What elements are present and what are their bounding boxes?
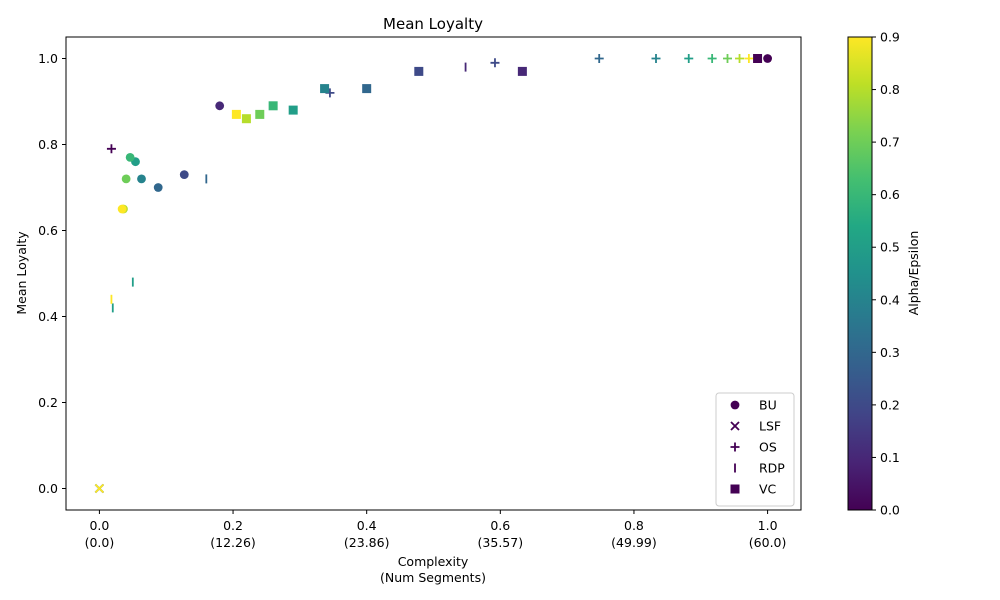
colorbar-tick-label: 0.6 <box>880 187 900 202</box>
x-axis-label: Complexity <box>398 554 469 569</box>
data-point-vc <box>414 66 424 76</box>
data-point-os <box>684 54 694 63</box>
x-axis-label-units: (Num Segments) <box>380 570 486 585</box>
legend-label-lsf: LSF <box>759 419 781 434</box>
data-point-vc <box>268 101 278 111</box>
y-tick-label: 0.2 <box>38 395 58 410</box>
data-point-vc <box>320 84 330 94</box>
data-point-os <box>744 54 754 63</box>
data-point-os <box>106 144 116 154</box>
plot-frame <box>65 36 802 511</box>
legend-frame <box>715 392 795 507</box>
legend-label-rdp: RDP <box>759 461 785 476</box>
legend-marker-bu <box>730 400 740 410</box>
y-tick-label: 0.4 <box>38 309 58 324</box>
data-point-bu <box>215 101 225 111</box>
data-point-vc <box>753 54 763 63</box>
x-tick-label: 0.2 <box>223 518 243 533</box>
data-point-os <box>490 58 500 68</box>
colorbar-tick-label: 0.4 <box>880 292 900 307</box>
plot-area: 0.0 (0.0) 0.2 (12.26) 0.4 (23.86) 0.6 (35.57) 0.… <box>38 36 802 550</box>
data-point-vc <box>241 114 251 124</box>
colorbar: 0.0 0.1 0.2 0.3 0.4 0.5 0.6 0.7 0.8 0.9 <box>847 30 900 518</box>
data-point-lsf <box>94 483 105 494</box>
x-tick-label: 1.0 <box>758 518 778 533</box>
y-tick-label: 0.8 <box>38 137 58 152</box>
data-point-bu <box>137 174 146 184</box>
colorbar-tick-label: 0.1 <box>880 450 900 465</box>
x-tick-sublabel: (60.0) <box>749 535 787 550</box>
x-tick-sublabel: (23.86) <box>344 535 390 550</box>
data-point-vc <box>517 66 527 76</box>
data-point-bu <box>125 153 135 162</box>
colorbar-tick-label: 0.0 <box>880 503 900 518</box>
data-point-bu <box>153 183 163 192</box>
series-os <box>106 54 754 154</box>
data-point-vc <box>362 84 372 94</box>
data-point-bu <box>763 54 772 63</box>
legend-marker-os <box>730 442 740 452</box>
data-point-vc <box>288 105 298 115</box>
y-tick-label: 1.0 <box>38 51 58 66</box>
data-point-vc <box>231 109 241 119</box>
series-bu <box>117 54 772 214</box>
series-vc <box>231 54 763 124</box>
y-axis-label: Mean Loyalty <box>14 231 29 315</box>
data-point-bu <box>179 170 189 180</box>
y-tick-label: 0.6 <box>38 223 58 238</box>
x-tick-label: 0.0 <box>89 518 109 533</box>
data-point-bu <box>117 204 127 214</box>
legend-marker-vc <box>730 484 740 494</box>
legend-label-vc: VC <box>759 482 777 497</box>
x-tick-label: 0.6 <box>490 518 510 533</box>
y-tick-label: 0.0 <box>38 481 58 496</box>
colorbar-tick-label: 0.3 <box>880 345 900 360</box>
legend-label-bu: BU <box>759 398 777 413</box>
data-point-vc <box>255 109 265 119</box>
x-tick-sublabel: (35.57) <box>478 535 524 550</box>
colorbar-label: Alpha/Epsilon <box>906 231 921 316</box>
legend-marker-lsf <box>730 421 740 431</box>
series-lsf <box>94 483 105 494</box>
colorbar-tick-label: 0.2 <box>880 397 900 412</box>
x-tick-sublabel: (49.99) <box>611 535 657 550</box>
x-tick-label: 0.4 <box>357 518 377 533</box>
data-point-os <box>651 54 661 63</box>
x-tick-sublabel: (0.0) <box>85 535 115 550</box>
chart-title: Mean Loyalty <box>383 15 483 33</box>
data-point-os <box>735 54 745 63</box>
series-rdp <box>110 62 467 313</box>
data-point-os <box>723 54 732 63</box>
x-tick-sublabel: (12.26) <box>210 535 256 550</box>
data-point-bu <box>121 174 131 184</box>
colorbar-tick-label: 0.5 <box>880 240 900 255</box>
x-tick-label: 0.8 <box>624 518 644 533</box>
colorbar-tick-label: 0.8 <box>880 82 900 97</box>
colorbar-tick-label: 0.9 <box>880 30 900 45</box>
legend: BU LSF OS RDP VC <box>715 392 795 507</box>
colorbar-tick-label: 0.7 <box>880 135 900 150</box>
data-point-os <box>707 54 717 63</box>
colorbar-gradient <box>847 36 873 511</box>
data-points <box>94 54 772 494</box>
data-point-os <box>594 54 604 63</box>
legend-label-os: OS <box>759 440 777 455</box>
